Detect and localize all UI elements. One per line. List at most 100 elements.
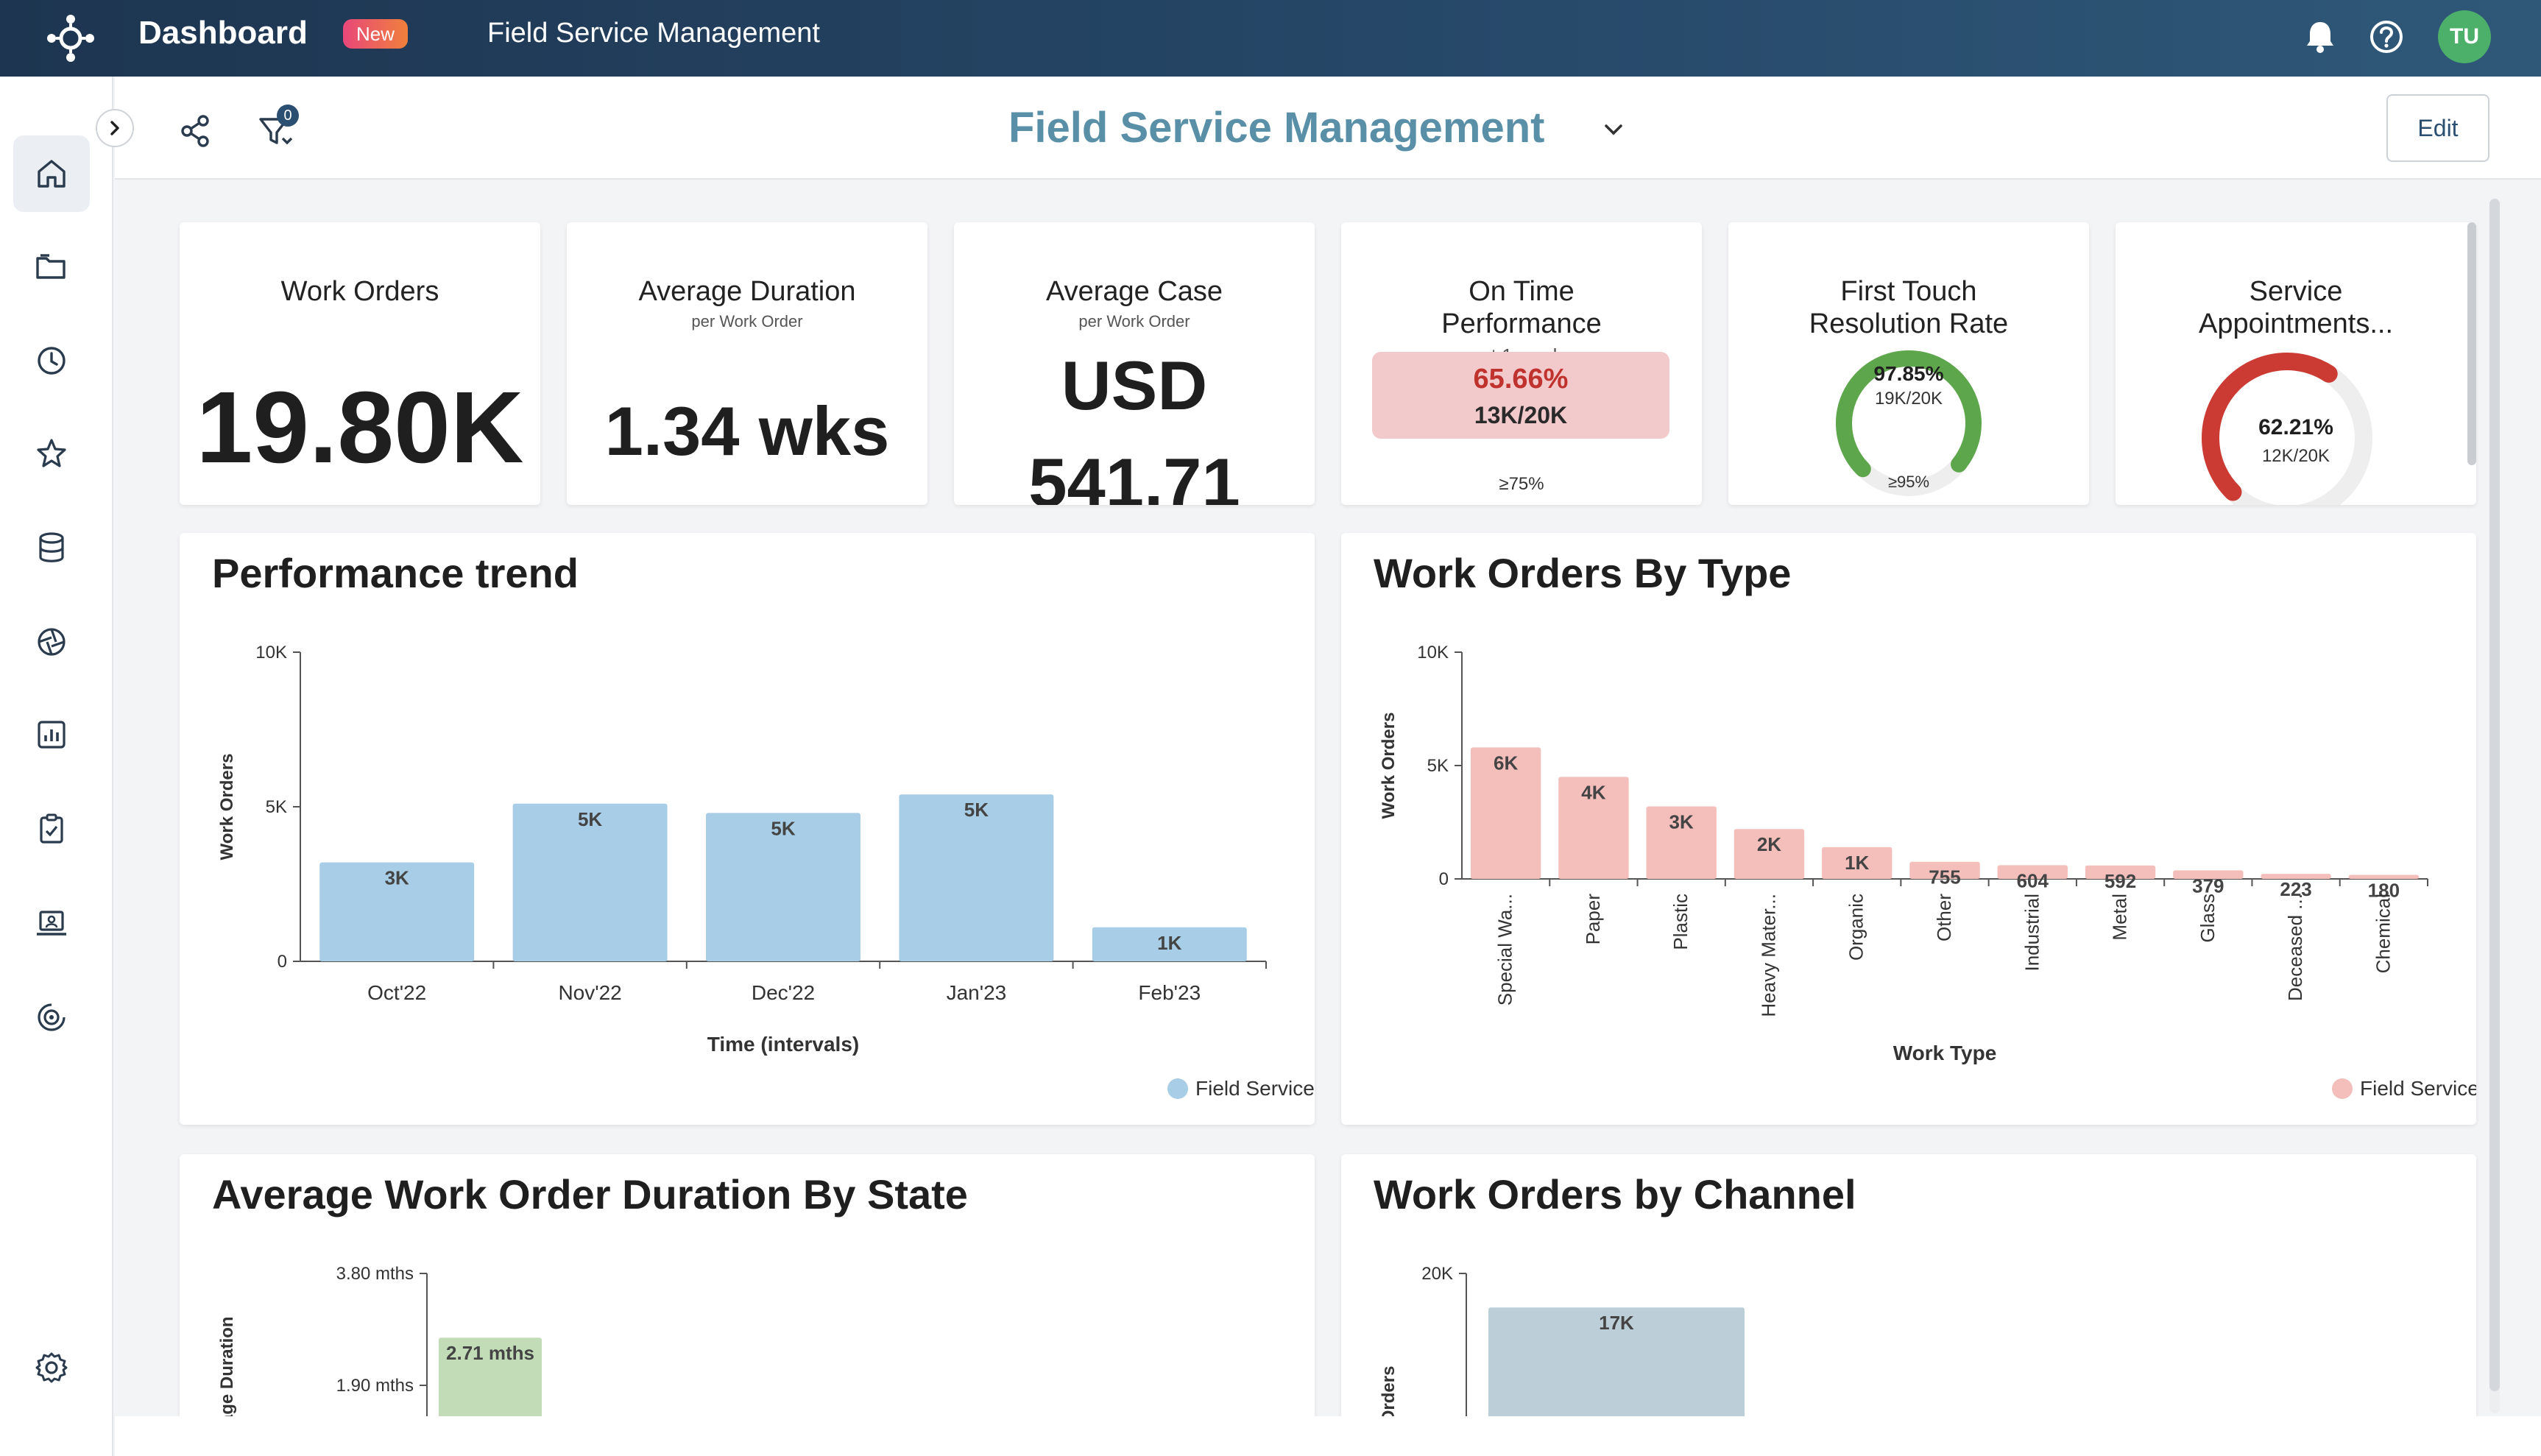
top-subtitle: Field Service Management [487,18,820,49]
x-tick-label: Chemical [2372,894,2394,973]
bar [2173,870,2244,879]
bar [1734,829,1805,879]
sidebar-item-folders[interactable] [13,228,90,305]
bar-value-label: 1K [1845,852,1869,874]
y-tick-label: 20K [1421,1264,1453,1284]
bar-value-label: 223 [2280,878,2311,900]
legend-swatch [2332,1078,2353,1099]
x-axis-title: Work Type [1893,1042,1997,1064]
kpi-ratio: 12K/20K [2261,446,2330,466]
kpi-average-case[interactable]: Average Case per Work Order USD 541.71 [954,222,1315,505]
y-axis-title: Work Orders [1379,713,1399,819]
bar-value-label: 3K [385,867,409,889]
kpi-subtitle: per Work Order [691,312,803,331]
sidebar-item-explore[interactable] [13,604,90,680]
clock-icon [38,347,66,375]
kpi-title-line1: On Time [1469,276,1575,307]
bar-value-label: 6K [1494,752,1518,774]
y-tick-label: 5K [266,797,287,817]
star-icon [37,439,66,467]
bar [2085,865,2156,879]
x-tick-label: Oct'22 [367,981,426,1004]
help-icon[interactable] [2366,16,2407,57]
kpi-title-line2: Appointments... [2198,308,2394,339]
report-chart-icon [38,721,66,749]
x-tick-label: Industrial [2021,894,2043,972]
bar-value-label: 3K [1669,810,1694,833]
sidebar-item-recent[interactable] [13,322,90,399]
kpi-value: 19.80K [196,371,524,484]
bar [1997,865,2068,879]
legend-swatch [1167,1078,1188,1099]
user-avatar[interactable]: TU [2438,10,2491,63]
kpi-value: 1.34 wks [604,392,890,470]
kpi-first-touch-resolution[interactable]: First Touch Resolution Rate 97.85% 19K/2… [1728,222,2089,505]
x-tick-label: Metal [2109,894,2131,941]
legend-label: Field Service as-is [2360,1077,2476,1100]
kpi-target: ≥95% [1887,473,1930,491]
kpi-target: ≥75% [1499,474,1544,494]
y-tick-label: 10K [1417,643,1449,662]
x-tick-label: Paper [1582,894,1604,945]
bottom-strip [115,1416,2541,1456]
bar-value-label: 5K [578,808,602,830]
kpi-value-amount: 541.71 [1028,444,1240,505]
sidebar-item-data[interactable] [13,509,90,586]
x-tick-label: Glass [2197,894,2219,942]
laptop-user-icon [37,911,66,936]
work-orders-by-channel-chart: 20K 17K Work Orders [1379,1264,1745,1416]
kpi-row-scrollbar[interactable] [2467,222,2476,465]
dashboard-title[interactable]: Field Service Management [1008,104,1545,152]
app-logo-icon[interactable] [46,13,96,63]
sidebar-collapse-button[interactable] [96,109,134,147]
page-scrollbar-thumb[interactable] [2489,199,2500,1391]
kpi-on-time-performance[interactable]: On Time Performance at 1 week 65.66% 13K… [1341,222,1702,505]
sidebar-item-workspace[interactable] [13,885,90,961]
bar-value-label: 17K [1599,1312,1634,1334]
gear-icon [35,1352,68,1383]
performance-trend-chart: 0 5K 10K 3K Oct'22 5K Nov'22 5K Dec'22 5K Jan'23 1K… [217,643,1315,1100]
kpi-work-orders[interactable]: Work Orders 19.80K [180,222,540,505]
bar-value-label: 2K [1757,833,1781,855]
y-tick-label: 10K [255,643,287,662]
sidebar-item-favorites[interactable] [13,415,90,492]
edit-button[interactable]: Edit [2386,94,2489,162]
chart-title: Work Orders By Type [1374,550,1792,596]
kpi-subtitle: per Work Order [1078,312,1190,331]
bar [706,813,860,961]
kpi-title: Work Orders [280,276,439,307]
bell-icon[interactable] [2300,16,2341,57]
app-title[interactable]: Dashboard [138,15,308,51]
work-orders-by-channel-card: Work Orders by Channel 20K 17K Work Orders [1341,1154,2476,1416]
bar-value-label: 180 [2368,879,2400,901]
bar [1822,847,1893,879]
sidebar-item-goals[interactable] [13,979,90,1056]
sidebar-item-settings[interactable] [13,1329,90,1406]
y-tick-label: 0 [278,952,287,972]
kpi-percent: 65.66% [1473,364,1569,395]
kpi-title-line1: Service [2249,276,2343,307]
sidebar [0,77,113,1456]
chart-title: Work Orders by Channel [1374,1171,1856,1218]
sidebar-item-tasks[interactable] [13,791,90,867]
x-tick-label: Heavy Mater... [1757,894,1779,1017]
avg-duration-by-state-chart: 1.90 mths 3.80 mths 2.71 mths Average Durat… [217,1264,542,1416]
share-icon[interactable] [175,110,216,152]
page-scrollbar[interactable] [2489,199,2500,1413]
sidebar-item-home[interactable] [13,135,90,212]
x-tick-label: Dec'22 [752,981,815,1004]
performance-trend-card: Performance trend 0 5K 10K 3K Oct'22 5K Nov'22… [180,533,1315,1125]
chevron-right-icon [110,121,119,135]
y-tick-label: 5K [1427,756,1449,776]
resolution-gauge [1836,350,1982,496]
database-icon [39,532,64,562]
bar-value-label: 2.71 mths [446,1342,534,1364]
kpi-average-duration[interactable]: Average Duration per Work Order 1.34 wks [567,222,927,505]
sidebar-item-reports[interactable] [13,696,90,773]
kpi-service-appointments[interactable]: Service Appointments... 62.21% 12K/20K [2116,222,2476,505]
chevron-down-icon[interactable] [1593,109,1634,150]
filter-count-badge: 0 [277,105,299,127]
bar [1470,747,1541,879]
appointments-gauge [2202,353,2372,505]
y-tick-label: 0 [1439,869,1449,889]
